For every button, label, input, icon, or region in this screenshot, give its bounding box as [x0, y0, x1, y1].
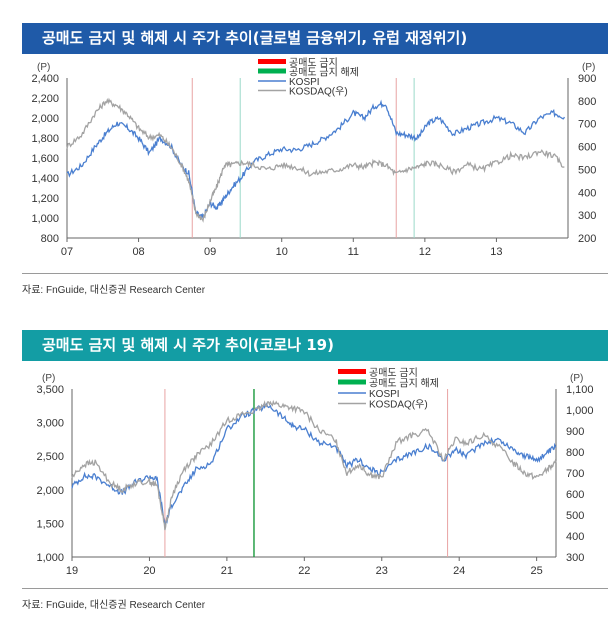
- y-left-tick-label: 800: [41, 233, 59, 245]
- legend-swatch: [338, 369, 366, 374]
- chart-title-1: 공매도 금지 및 해제 시 주가 추이(글로벌 금융위기, 유럽 재정위기): [22, 23, 608, 54]
- chart-panel-2: 공매도 금지 및 해제 시 주가 추이(코로나 19) (P) (P) 1,000 1…: [0, 300, 613, 622]
- y-left-tick-label: 1,800: [31, 133, 59, 145]
- y-right-tick-label: 700: [578, 119, 596, 131]
- y-left-tick-label: 1,500: [36, 518, 64, 530]
- x-tick-label: 25: [531, 565, 543, 577]
- source-note-1: 자료: FnGuide, 대신증권 Research Center: [22, 285, 206, 296]
- x-tick-label: 22: [298, 565, 310, 577]
- legend-swatch: [258, 59, 286, 64]
- legend-swatch: [258, 68, 286, 74]
- line-chart-1: (P) (P) 800 1,000 1,200 1,400 1,600 1,800 2,000 2…: [31, 57, 596, 258]
- y-right-tick-label: 900: [566, 426, 584, 438]
- y-right-tick-label: 400: [578, 187, 596, 199]
- y-right-tick-label: 300: [566, 552, 584, 564]
- x-tick-label: 19: [66, 565, 78, 577]
- x-tick-label: 12: [419, 246, 431, 258]
- legend-label: KOSPI: [289, 77, 320, 88]
- y-left-tick-label: 3,500: [36, 384, 64, 396]
- y-right-tick-label: 500: [566, 510, 584, 522]
- source-divider-1: [22, 273, 608, 274]
- y-left-tick-label: 2,000: [31, 113, 59, 125]
- y-right-tick-label: 900: [578, 73, 596, 85]
- y-left-tick-label: 1,000: [31, 213, 59, 225]
- x-tick-label: 13: [490, 246, 502, 258]
- legend-label: 공매도 금지: [369, 367, 418, 379]
- y-left-tick-label: 3,000: [36, 418, 64, 430]
- y-left-tick-label: 1,600: [31, 153, 59, 165]
- y-right-unit: (P): [582, 62, 595, 73]
- y-right-unit: (P): [570, 373, 583, 384]
- y-right-tick-label: 300: [578, 210, 596, 222]
- y-right-tick-label: 700: [566, 468, 584, 480]
- y-right-tick-label: 500: [578, 164, 596, 176]
- y-left-tick-label: 2,000: [36, 485, 64, 497]
- y-right-tick-label: 400: [566, 531, 584, 543]
- legend-label: 공매도 금지: [289, 57, 338, 69]
- legend-label: 공매도 금지 해제: [289, 66, 359, 79]
- y-right-tick-label: 1,000: [566, 405, 594, 417]
- y-left-unit: (P): [42, 373, 55, 384]
- source-note-2: 자료: FnGuide, 대신증권 Research Center: [22, 600, 206, 611]
- y-right-tick-label: 600: [578, 142, 596, 154]
- x-tick-label: 08: [132, 246, 144, 258]
- y-left-unit: (P): [37, 62, 50, 73]
- x-tick-label: 23: [376, 565, 388, 577]
- legend-label: KOSDAQ(우): [289, 86, 348, 98]
- y-right-tick-label: 800: [566, 447, 584, 459]
- chart-title-2: 공매도 금지 및 해제 시 주가 추이(코로나 19): [22, 330, 608, 361]
- legend-label: 공매도 금지 해제: [369, 377, 439, 390]
- y-left-tick-label: 2,500: [36, 451, 64, 463]
- y-right-tick-label: 200: [578, 233, 596, 245]
- x-tick-label: 09: [204, 246, 216, 258]
- chart-panel-1: 공매도 금지 및 해제 시 주가 추이(글로벌 금융위기, 유럽 재정위기) (…: [0, 0, 613, 300]
- x-tick-label: 10: [276, 246, 288, 258]
- kospi-series-line: [66, 99, 565, 220]
- x-tick-label: 20: [143, 565, 155, 577]
- x-tick-label: 21: [221, 565, 233, 577]
- line-chart-2: (P) (P) 1,000 1,500 2,000 2,500 3,000 3,500 300 4…: [36, 367, 594, 577]
- y-left-tick-label: 1,000: [36, 552, 64, 564]
- y-left-tick-label: 2,200: [31, 93, 59, 105]
- legend-label: KOSPI: [369, 389, 400, 400]
- x-tick-label: 11: [348, 246, 359, 258]
- y-left-tick-label: 1,400: [31, 173, 59, 185]
- kospi-series-line: [71, 402, 557, 525]
- kosdaq-series-line: [71, 399, 557, 531]
- x-tick-label: 07: [61, 246, 73, 258]
- source-divider-2: [22, 588, 608, 589]
- y-left-tick-label: 2,400: [31, 73, 59, 85]
- y-right-tick-label: 600: [566, 489, 584, 501]
- legend-swatch: [338, 379, 366, 385]
- y-right-tick-label: 800: [578, 96, 596, 108]
- y-left-tick-label: 1,200: [31, 193, 59, 205]
- kosdaq-series-line: [66, 97, 565, 223]
- legend-label: KOSDAQ(우): [369, 399, 428, 411]
- y-right-tick-label: 1,100: [566, 384, 594, 396]
- x-tick-label: 24: [453, 565, 465, 577]
